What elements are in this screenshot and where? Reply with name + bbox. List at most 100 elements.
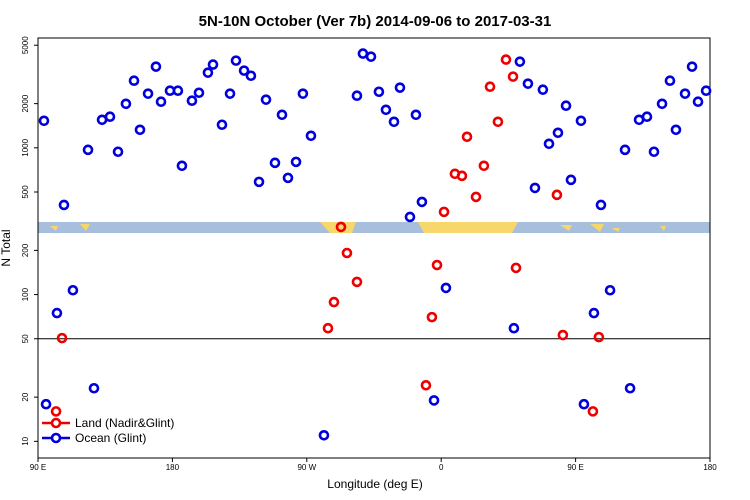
point: [510, 262, 522, 274]
point: [404, 211, 416, 223]
point: [322, 322, 334, 334]
point: [112, 146, 124, 158]
point: [551, 189, 563, 201]
point: [38, 115, 50, 127]
y-tick-label: 10: [21, 436, 30, 445]
y-tick-label: 50: [21, 334, 30, 343]
point: [351, 276, 363, 288]
point: [297, 88, 309, 99]
point: [656, 98, 668, 110]
y-axis-label: N Total: [0, 229, 13, 266]
point: [431, 259, 443, 271]
point: [700, 85, 712, 97]
point: [560, 100, 572, 112]
point: [664, 75, 676, 86]
x-tick-label: 90 W: [297, 463, 316, 472]
point: [440, 282, 452, 294]
point: [120, 98, 132, 110]
point: [276, 109, 288, 121]
point: [305, 130, 317, 142]
x-tick-label: 90 E: [567, 463, 583, 472]
point: [224, 88, 236, 99]
legend-marker: [50, 417, 62, 429]
point: [587, 406, 599, 417]
point: [428, 395, 440, 406]
x-tick-label: 180: [703, 463, 717, 472]
point: [230, 55, 242, 66]
x-tick-label: 180: [166, 463, 180, 472]
chart-title: 5N-10N October (Ver 7b) 2014-09-06 to 20…: [199, 13, 552, 30]
point: [456, 170, 468, 182]
point: [670, 124, 682, 136]
point: [282, 172, 294, 184]
map-strip: [38, 222, 710, 233]
point: [529, 182, 541, 194]
point: [82, 144, 94, 156]
point: [420, 379, 432, 391]
point: [595, 199, 607, 211]
y-tick-label: 2000: [21, 94, 30, 112]
point: [216, 119, 228, 131]
y-tick-label: 20: [21, 392, 30, 401]
point: [552, 127, 564, 139]
plot-frame: [37, 37, 711, 459]
point: [128, 75, 140, 86]
point: [578, 398, 590, 410]
y-tick-label: 1000: [21, 138, 30, 156]
legend-label: Ocean (Glint): [75, 431, 146, 445]
legend-label: Land (Nadir&Glint): [75, 416, 174, 430]
point: [692, 96, 704, 108]
point: [575, 115, 587, 127]
point: [172, 85, 184, 97]
point: [484, 81, 496, 93]
point: [679, 88, 691, 99]
point: [641, 111, 653, 123]
point: [514, 56, 526, 67]
point: [508, 322, 520, 334]
point: [416, 196, 428, 208]
x-tick-label: 0: [439, 463, 444, 472]
point: [624, 382, 636, 394]
y-tick-label: 100: [21, 287, 30, 301]
point: [155, 96, 167, 108]
point: [56, 332, 68, 344]
point: [202, 67, 214, 78]
point: [648, 146, 660, 158]
point: [176, 160, 188, 172]
point: [543, 138, 555, 150]
point: [238, 65, 250, 76]
point: [193, 87, 205, 99]
point: [134, 124, 146, 136]
point: [478, 160, 490, 172]
point: [500, 54, 512, 65]
point: [537, 84, 549, 95]
point: [245, 70, 257, 82]
point: [470, 191, 482, 203]
point: [565, 174, 577, 186]
point: [394, 82, 406, 93]
x-tick-label: 90 E: [30, 463, 46, 472]
y-tick-label: 5000: [21, 36, 30, 54]
point: [351, 90, 363, 101]
point: [51, 307, 63, 319]
point: [426, 311, 438, 323]
point: [686, 61, 698, 72]
point: [50, 406, 62, 417]
point: [335, 221, 347, 233]
point: [88, 382, 100, 394]
point: [410, 109, 422, 121]
point: [365, 51, 377, 62]
point: [461, 131, 473, 143]
point: [253, 176, 265, 188]
point: [104, 111, 116, 123]
y-tick-label: 500: [21, 185, 30, 199]
point: [619, 144, 631, 156]
point: [438, 206, 450, 218]
point: [328, 296, 340, 308]
point: [290, 156, 302, 168]
point: [557, 329, 569, 341]
point: [604, 284, 616, 296]
point: [40, 398, 52, 410]
point: [388, 116, 400, 128]
